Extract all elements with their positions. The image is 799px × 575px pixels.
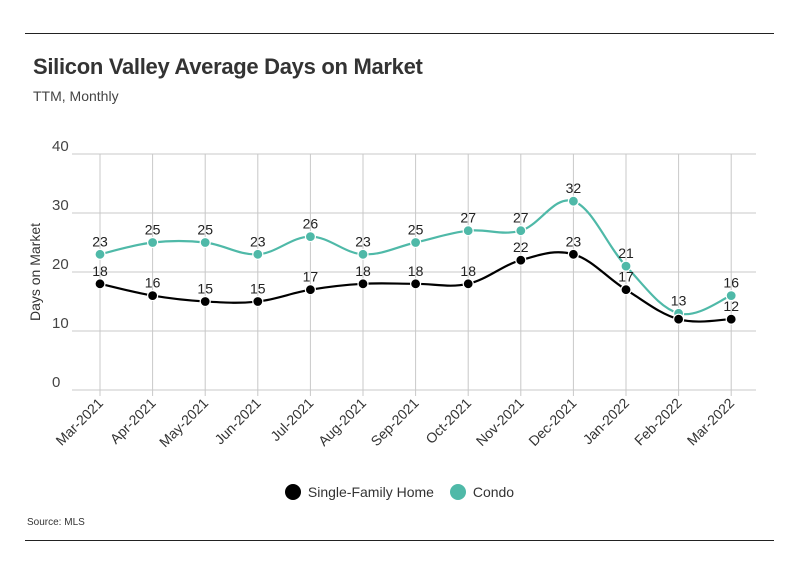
data-point-single-family: [462, 278, 474, 290]
data-label-single-family: 18: [355, 263, 371, 279]
data-point-condo: [94, 248, 106, 260]
legend-item-condo: Condo: [449, 484, 515, 500]
x-tick-label: Jan-2022: [580, 395, 633, 448]
x-tick-label: Nov-2021: [473, 395, 527, 449]
data-point-single-family: [410, 278, 422, 290]
data-label-single-family: 18: [408, 263, 424, 279]
x-tick-label: Feb-2022: [631, 395, 685, 449]
legend-swatch-condo: [449, 484, 466, 500]
series-group: [94, 195, 737, 325]
data-label-condo: 25: [408, 222, 424, 238]
y-axis-label: Days on Market: [27, 223, 43, 321]
data-point-single-family: [515, 254, 527, 266]
data-label-single-family: 23: [566, 233, 582, 249]
y-tick-label: 40: [52, 138, 69, 155]
data-label-condo: 13: [671, 292, 687, 308]
legend-swatch-single-family: [284, 484, 301, 500]
data-point-condo: [252, 248, 264, 260]
legend-label-condo: Condo: [472, 484, 515, 500]
data-point-condo: [147, 236, 159, 249]
data-point-condo: [304, 231, 316, 243]
x-tick-label: Mar-2022: [684, 395, 738, 449]
y-tick-label: 0: [52, 374, 60, 391]
data-point-single-family: [304, 284, 316, 296]
x-tick-label: Oct-2021: [422, 395, 474, 447]
legend-label-single-family: Single-Family Home: [307, 484, 434, 500]
data-point-single-family: [357, 278, 369, 290]
data-label-condo: 23: [250, 233, 266, 249]
data-point-single-family: [725, 313, 737, 325]
source-note: Source: MLS: [27, 517, 85, 528]
y-tick-labels: 0 10 20 30 40: [52, 138, 69, 391]
data-label-condo: 27: [513, 210, 529, 226]
x-tick-label: May-2021: [156, 395, 211, 450]
x-tick-label: Sep-2021: [367, 395, 421, 449]
data-point-condo: [725, 290, 737, 302]
data-point-condo: [620, 260, 632, 272]
data-point-condo: [515, 225, 527, 237]
data-label-condo: 32: [566, 180, 582, 196]
data-point-single-family: [147, 290, 159, 302]
data-label-single-family: 17: [618, 269, 634, 285]
grid-lines: [72, 153, 756, 396]
y-tick-label: 30: [52, 197, 69, 214]
data-point-single-family: [567, 248, 580, 260]
x-tick-label: Mar-2021: [52, 395, 106, 449]
data-point-condo: [357, 248, 369, 260]
data-label-single-family: 12: [723, 298, 739, 314]
data-label-single-family: 15: [250, 281, 266, 297]
data-point-single-family: [94, 278, 106, 290]
data-point-single-family: [620, 284, 632, 296]
data-label-condo: 16: [723, 275, 739, 291]
data-point-condo: [567, 195, 580, 207]
data-label-condo: 25: [197, 222, 213, 238]
data-labels: 18 16 15 15 17 18 18 18 22 23 17 12 23 25 25 23 26 23 25 27…: [92, 180, 739, 314]
data-point-condo: [199, 236, 211, 249]
data-label-condo: 26: [303, 216, 319, 232]
data-point-single-family: [199, 295, 211, 308]
top-rule: [25, 33, 774, 34]
data-label-single-family: 18: [460, 263, 476, 279]
x-tick-label: Jun-2021: [211, 395, 264, 448]
legend-item-single-family: Single-Family Home: [284, 484, 434, 500]
data-point-single-family: [252, 295, 264, 308]
y-tick-label: 10: [52, 315, 69, 332]
data-label-single-family: 16: [145, 275, 161, 291]
chart-title: Silicon Valley Average Days on Market: [33, 54, 423, 79]
data-point-condo: [462, 225, 474, 237]
y-tick-label: 20: [52, 256, 69, 273]
data-label-condo: 27: [460, 210, 476, 226]
bottom-rule: [25, 540, 774, 541]
data-label-condo: 25: [145, 222, 161, 238]
data-label-single-family: 15: [197, 281, 213, 297]
data-label-single-family: 22: [513, 239, 529, 255]
data-label-single-family: 18: [92, 263, 108, 279]
x-tick-label: Jul-2021: [267, 395, 316, 444]
x-tick-label: Apr-2021: [107, 395, 159, 447]
data-label-condo: 21: [618, 245, 634, 261]
chart-subtitle: TTM, Monthly: [33, 88, 119, 104]
data-label-condo: 23: [355, 233, 371, 249]
data-point-single-family: [672, 313, 685, 325]
data-point-condo: [410, 236, 422, 249]
data-label-condo: 23: [92, 233, 108, 249]
legend: Single-Family Home Condo: [0, 484, 799, 503]
x-tick-label: Aug-2021: [315, 395, 369, 449]
x-tick-label: Dec-2021: [525, 395, 579, 449]
data-label-single-family: 17: [303, 269, 319, 285]
